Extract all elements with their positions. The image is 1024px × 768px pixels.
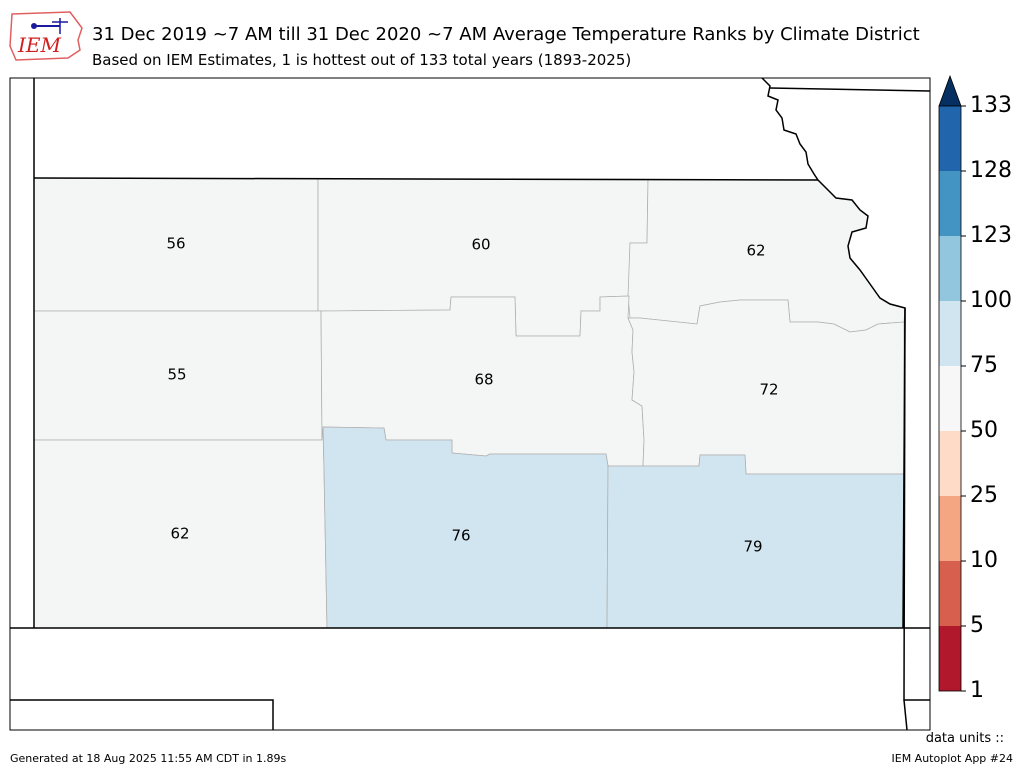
colorbar-segment	[939, 301, 961, 366]
district-rank-label: 55	[167, 366, 186, 384]
generated-timestamp: Generated at 18 Aug 2025 11:55 AM CDT in…	[10, 752, 287, 765]
colorbar-tick-label: 75	[970, 353, 998, 378]
state-borders	[10, 77, 931, 731]
colorbar-segment	[939, 171, 961, 236]
colorbar-tick-label: 133	[970, 93, 1012, 118]
colorbar-tick-label: 10	[970, 548, 998, 573]
colorbar-tick-label: 100	[970, 288, 1012, 313]
colorbar-segment	[939, 561, 961, 626]
iem-logo: IEM	[8, 6, 84, 68]
district-rank-label: 79	[743, 538, 762, 556]
district-rank-label: 72	[759, 381, 778, 399]
colorbar-tick-label: 50	[970, 418, 998, 443]
colorbar-tick-label: 123	[970, 223, 1012, 248]
app-credit: IEM Autoplot App #24	[891, 752, 1014, 765]
colorbar-segment	[939, 366, 961, 431]
colorbar-segment	[939, 496, 961, 561]
colorbar-tick-label: 5	[970, 613, 984, 638]
colorbar-tick-label: 25	[970, 483, 998, 508]
colorbar-segment	[939, 236, 961, 301]
colorbar-segment	[939, 106, 961, 171]
colorbar-outline	[938, 105, 962, 692]
district-rank-label: 68	[474, 371, 493, 389]
district-rank-label: 56	[166, 235, 185, 253]
chart-title: 31 Dec 2019 ~7 AM till 31 Dec 2020 ~7 AM…	[92, 24, 920, 45]
chart-subtitle: Based on IEM Estimates, 1 is hottest out…	[92, 51, 632, 69]
colorbar-tick-label: 128	[970, 158, 1012, 183]
colorbar-tick-label: 1	[970, 678, 984, 703]
map-frame	[9, 77, 931, 731]
district-rank-label: 60	[471, 236, 490, 254]
district-rank-label: 62	[746, 242, 765, 260]
data-units-label: data units ::	[925, 731, 1004, 746]
colorbar-segment	[939, 626, 961, 691]
district-rank-label: 62	[170, 525, 189, 543]
logo-text: IEM	[17, 33, 62, 57]
district-rank-label: 76	[451, 527, 470, 545]
colorbar-segment	[939, 431, 961, 496]
district-east-central	[627, 299, 905, 475]
district-labels: 56 60 62 55 68 72 62 76 79	[166, 235, 778, 556]
colorbar: 1 5 10 25 50 75 100 123 128 133	[938, 74, 1012, 703]
colorbar-extend-arrow	[938, 74, 962, 107]
climate-districts	[33, 177, 906, 629]
